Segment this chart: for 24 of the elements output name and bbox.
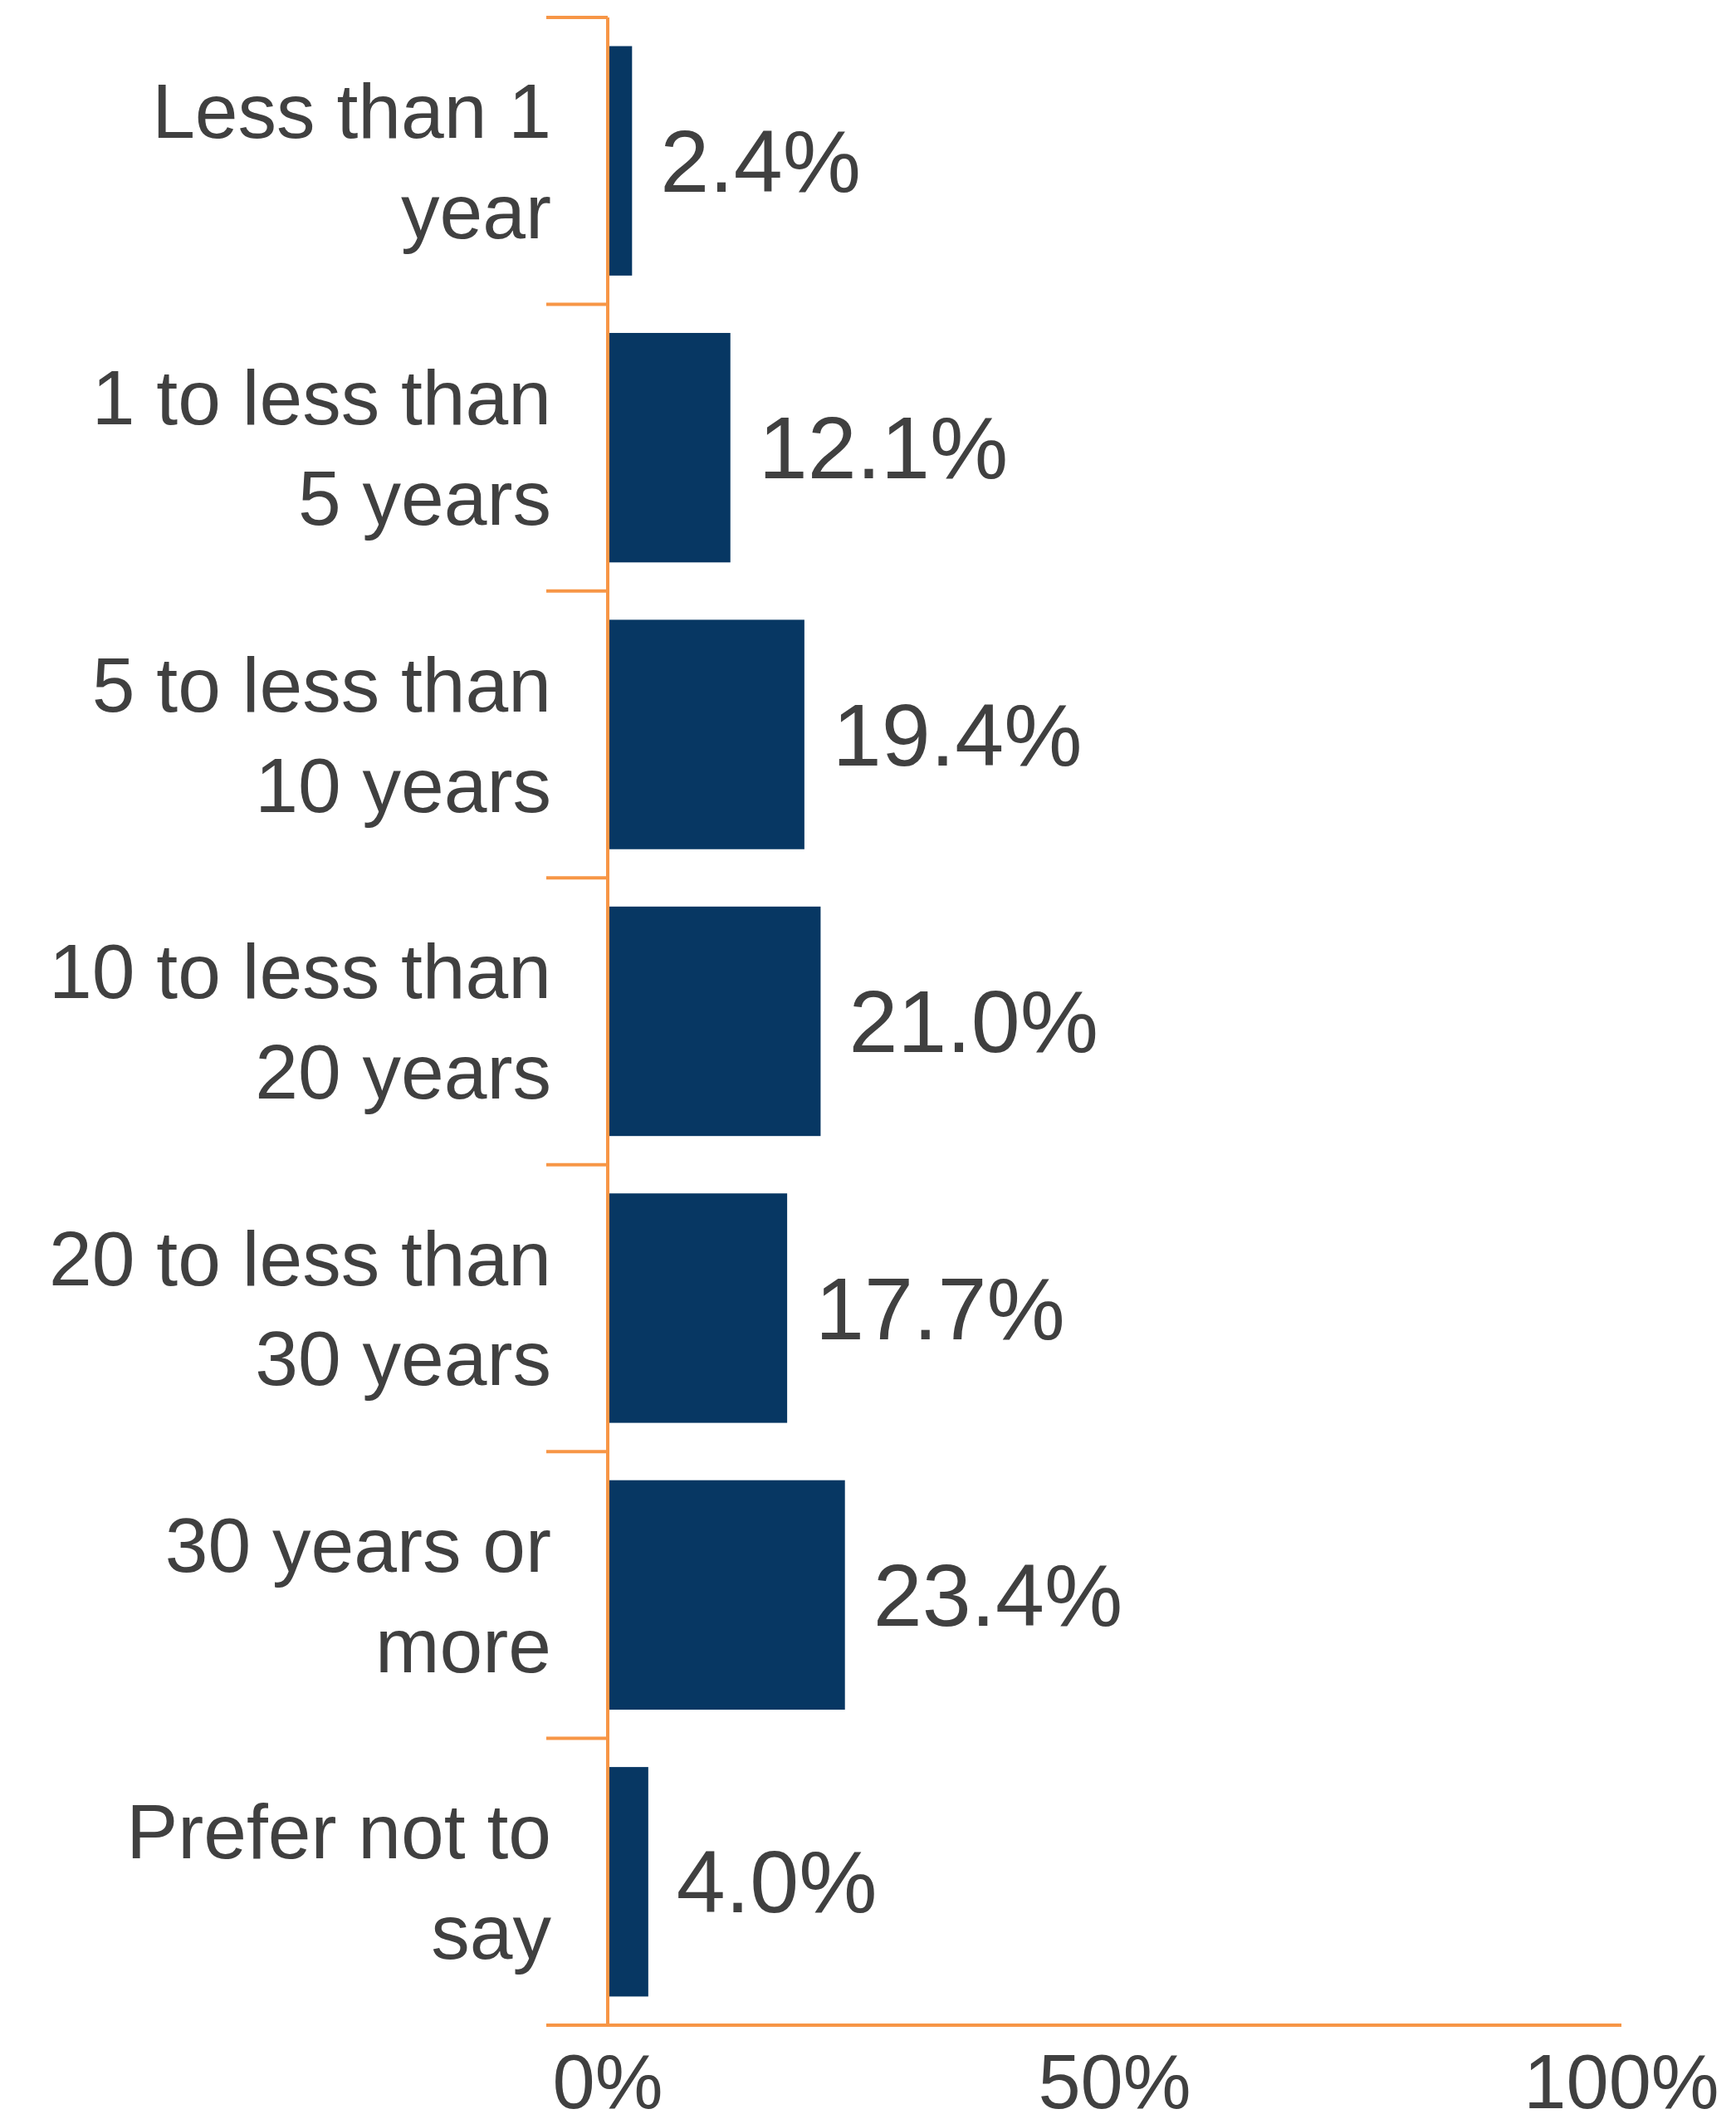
data-label: 4.0% bbox=[676, 1833, 878, 1931]
x-tick-label: 100% bbox=[1523, 2039, 1719, 2119]
y-tick-label: 5 to less than 10 years bbox=[91, 641, 551, 829]
data-label: 21.0% bbox=[848, 972, 1098, 1071]
y-tick-label: Prefer not to say bbox=[126, 1789, 552, 1976]
data-label: 12.1% bbox=[758, 399, 1009, 497]
data-label: 19.4% bbox=[832, 685, 1083, 784]
bar bbox=[608, 1767, 648, 1997]
bar bbox=[608, 1193, 788, 1423]
y-tick-label: 1 to less than 5 years bbox=[91, 355, 551, 542]
y-tick-label: 10 to less than 20 years bbox=[49, 928, 551, 1115]
data-label: 2.4% bbox=[660, 111, 861, 210]
bar bbox=[608, 619, 804, 849]
data-label: 17.7% bbox=[815, 1259, 1065, 1358]
bar bbox=[608, 46, 633, 276]
bar bbox=[608, 332, 731, 563]
y-tick-label: 30 years or more bbox=[164, 1501, 551, 1689]
bar bbox=[608, 906, 821, 1137]
x-tick-label: 0% bbox=[552, 2039, 663, 2119]
bar bbox=[608, 1480, 845, 1710]
y-tick-label: Less than 1 year bbox=[152, 67, 551, 255]
x-tick-label: 50% bbox=[1038, 2039, 1191, 2119]
y-tick-label: 20 to less than 30 years bbox=[49, 1215, 551, 1402]
data-label: 23.4% bbox=[873, 1545, 1123, 1644]
